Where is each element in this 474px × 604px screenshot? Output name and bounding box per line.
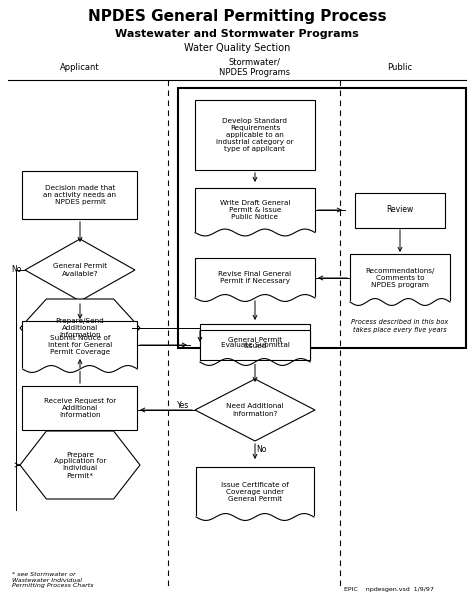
Text: Yes: Yes <box>82 303 94 312</box>
Text: No: No <box>256 446 266 454</box>
Bar <box>178 88 466 348</box>
Polygon shape <box>20 299 140 357</box>
Text: Submit Notice of
Intent for General
Permit Coverage: Submit Notice of Intent for General Perm… <box>48 335 112 355</box>
Bar <box>195 258 315 298</box>
Text: Receive Request for
Additional
Information: Receive Request for Additional Informati… <box>44 398 116 418</box>
Text: Water Quality Section: Water Quality Section <box>184 43 290 53</box>
Text: NPDES General Permitting Process: NPDES General Permitting Process <box>88 8 386 24</box>
Text: Evaluate Submittal: Evaluate Submittal <box>220 342 290 348</box>
Text: Decision made that
an activity needs an
NPDES permit: Decision made that an activity needs an … <box>44 185 117 205</box>
Bar <box>355 193 445 228</box>
Text: Prepare
Application for
Individual
Permit*: Prepare Application for Individual Permi… <box>54 452 106 478</box>
Text: Review: Review <box>386 205 414 214</box>
Text: No: No <box>11 266 21 274</box>
Text: Issue Certificate of
Coverage under
General Permit: Issue Certificate of Coverage under Gene… <box>221 482 289 502</box>
Polygon shape <box>25 239 135 301</box>
Text: Develop Standard
Requirements
applicable to an
industrial category or
type of ap: Develop Standard Requirements applicable… <box>216 118 294 152</box>
Text: Write Draft General
Permit & Issue
Public Notice: Write Draft General Permit & Issue Publi… <box>220 200 290 220</box>
Bar <box>195 187 315 233</box>
Bar <box>200 324 310 362</box>
Polygon shape <box>20 431 140 499</box>
Text: Recommendations/
Comments to
NPDES program: Recommendations/ Comments to NPDES progr… <box>365 268 435 288</box>
Text: General Permit
Available?: General Permit Available? <box>53 263 107 277</box>
Bar <box>196 467 314 517</box>
Text: Process described in this box
takes place every five years: Process described in this box takes plac… <box>351 320 448 333</box>
Text: Need Additional
Information?: Need Additional Information? <box>226 403 284 417</box>
Text: Public: Public <box>387 62 412 71</box>
Text: Prepare/Send
Additional
Information: Prepare/Send Additional Information <box>55 318 104 338</box>
Bar <box>22 386 137 430</box>
Text: Stormwater/
NPDES Programs: Stormwater/ NPDES Programs <box>219 57 291 77</box>
Text: Revise Final General
Permit if Necessary: Revise Final General Permit if Necessary <box>219 272 292 284</box>
Bar <box>200 330 310 360</box>
Text: Applicant: Applicant <box>60 62 100 71</box>
Bar <box>195 100 315 170</box>
Bar <box>22 171 137 219</box>
Text: Wastewater and Stormwater Programs: Wastewater and Stormwater Programs <box>115 29 359 39</box>
Bar <box>350 254 450 302</box>
Polygon shape <box>195 379 315 441</box>
Text: EPIC    npdesgen.vsd  1/9/97: EPIC npdesgen.vsd 1/9/97 <box>344 588 434 593</box>
Text: General Permit
Issued: General Permit Issued <box>228 336 282 350</box>
Text: Yes: Yes <box>177 402 189 411</box>
Text: * see Stormwater or
Wastewater Individual
Permitting Process Charts: * see Stormwater or Wastewater Individua… <box>12 572 93 588</box>
Bar <box>22 321 137 369</box>
